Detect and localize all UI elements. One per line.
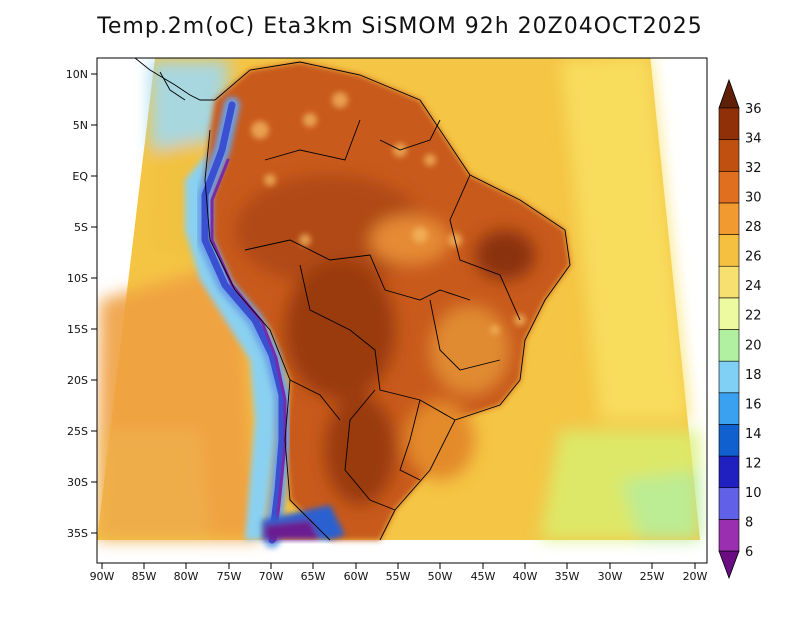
colorbar-label: 24 xyxy=(745,279,762,294)
lon-label-75w: 75W xyxy=(217,570,242,583)
colorbar-segment xyxy=(718,360,740,394)
lat-label-35s: 35S xyxy=(67,527,88,540)
colorbar-label: 12 xyxy=(745,456,762,471)
colorbar-label: 32 xyxy=(745,161,762,176)
temperature-colorbar: 6 8 10 12 14 16 18 20 22 24 26 28 30 32 34 36 xyxy=(718,78,762,580)
colorbar-segment xyxy=(718,329,740,362)
lat-label-25s: 25S xyxy=(67,425,88,438)
colorbar-label: 28 xyxy=(745,220,762,235)
lat-label-eq: EQ xyxy=(72,170,88,183)
lon-label-25w: 25W xyxy=(640,570,665,583)
lon-label-80w: 80W xyxy=(174,570,199,583)
colorbar-label: 30 xyxy=(745,191,762,206)
map-title: Temp.2m(oC) Eta3km SiSMOM 92h 20Z04OCT20… xyxy=(97,14,703,39)
lon-label-65w: 65W xyxy=(301,570,326,583)
lon-label-70w: 70W xyxy=(259,570,284,583)
lon-label-90w: 90W xyxy=(90,570,115,583)
colorbar-label: 14 xyxy=(745,427,762,442)
colorbar-segment xyxy=(718,234,740,267)
lon-label-85w: 85W xyxy=(132,570,157,583)
colorbar-label: 26 xyxy=(745,250,762,265)
colorbar-segment xyxy=(718,392,740,425)
colorbar-segment xyxy=(718,202,740,235)
country-borders xyxy=(204,61,571,541)
colorbar-segment xyxy=(718,455,740,489)
temperature-field xyxy=(97,58,700,548)
lon-label-55w: 55W xyxy=(386,570,411,583)
colorbar-segment xyxy=(718,170,740,204)
lon-label-40w: 40W xyxy=(513,570,538,583)
colorbar-upper-arrow xyxy=(718,78,740,109)
colorbar-segment xyxy=(718,487,740,520)
colorbar-label: 20 xyxy=(745,338,762,353)
colorbar-segment xyxy=(718,265,740,299)
longitude-axis: 90W 85W 80W 75W 70W 65W 60W 55W 50W 45W … xyxy=(90,563,708,583)
lat-label-15s: 15S xyxy=(67,323,88,336)
colorbar-label: 34 xyxy=(745,132,762,147)
lat-label-5n: 5N xyxy=(73,119,88,132)
colorbar-lower-arrow xyxy=(718,550,740,580)
lat-label-5s: 5S xyxy=(74,221,88,234)
colorbar-segment xyxy=(718,107,740,140)
colorbar-label: 6 xyxy=(745,545,753,560)
lon-label-30w: 30W xyxy=(598,570,623,583)
colorbar-segment xyxy=(718,519,740,552)
lat-label-20s: 20S xyxy=(67,374,88,387)
lat-label-10n: 10N xyxy=(66,68,88,81)
colorbar-label: 16 xyxy=(745,397,762,412)
lat-label-30s: 30S xyxy=(67,476,88,489)
colorbar-label: 22 xyxy=(745,309,762,324)
lat-label-10s: 10S xyxy=(67,272,88,285)
plot-frame xyxy=(96,57,708,564)
colorbar-segment xyxy=(718,139,740,172)
lon-label-20w: 20W xyxy=(683,570,708,583)
colorbar-label: 8 xyxy=(745,515,753,530)
colorbar-label: 36 xyxy=(745,102,762,117)
lon-label-35w: 35W xyxy=(555,570,580,583)
lon-label-60w: 60W xyxy=(344,570,369,583)
lon-label-50w: 50W xyxy=(428,570,453,583)
lon-label-45w: 45W xyxy=(471,570,496,583)
colorbar-label: 18 xyxy=(745,368,762,383)
colorbar-label: 10 xyxy=(745,486,762,501)
latitude-axis: 10N 5N EQ 5S 10S 15S 20S 25S 30S 35S xyxy=(66,68,97,540)
colorbar-segment xyxy=(718,424,740,457)
colorbar-segment xyxy=(718,297,740,330)
